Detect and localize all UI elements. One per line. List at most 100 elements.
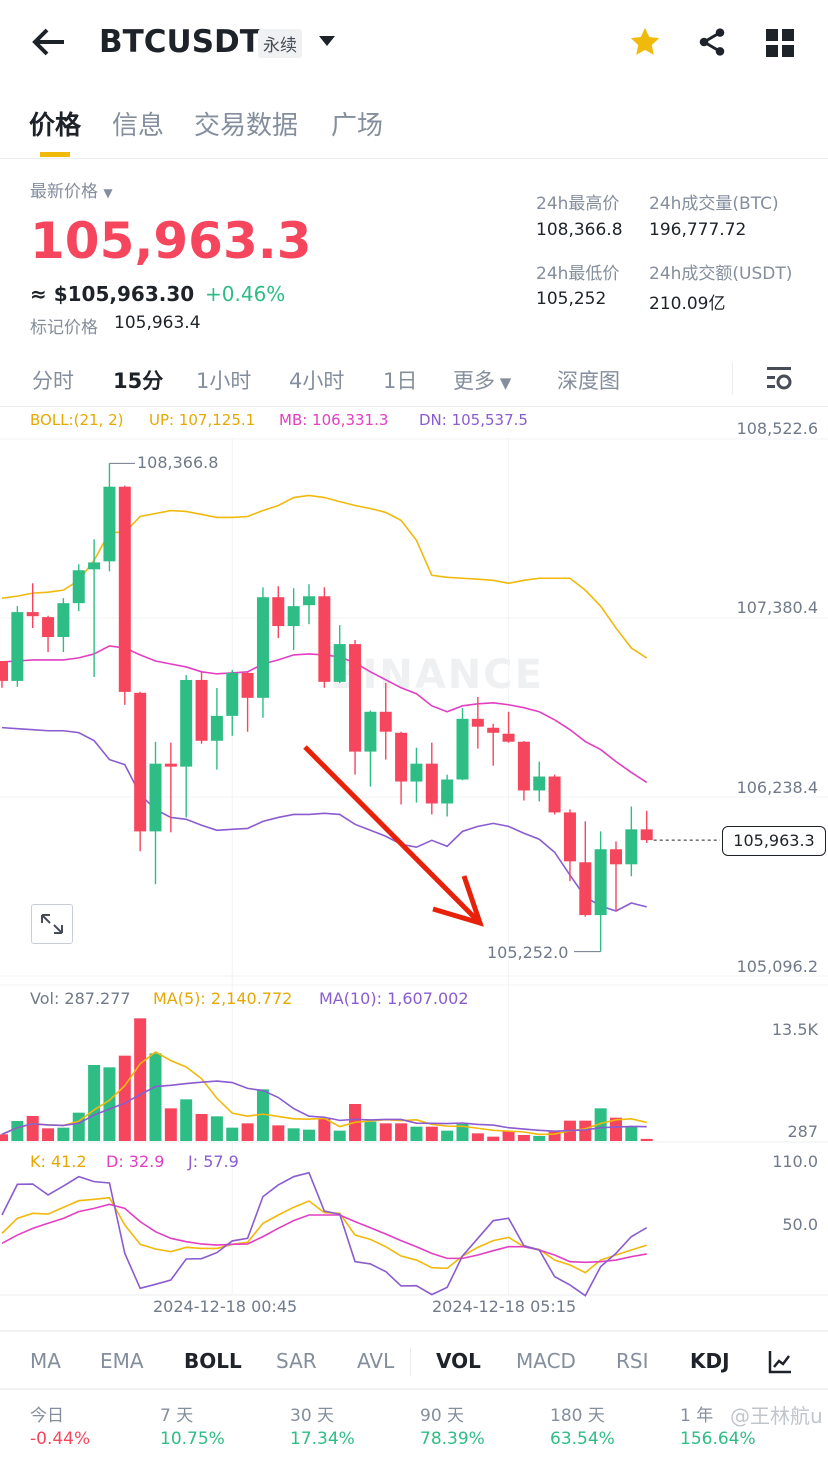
boll-up-line — [1, 494, 648, 659]
mark-price-label: 标记价格 — [30, 318, 98, 338]
return-label-90d: 90 天 — [420, 1406, 465, 1426]
share-icon[interactable] — [696, 26, 728, 62]
symbol-title[interactable]: BTCUSDT — [99, 24, 261, 60]
volume-axis-tick: 13.5K — [771, 1020, 818, 1039]
volume-bar — [195, 1114, 208, 1141]
candle-up — [594, 849, 607, 916]
boll-dn-line — [1, 726, 647, 912]
volume-bar — [287, 1128, 300, 1141]
boll-mb-line — [1, 645, 648, 784]
vol-legend-ma10: MA(10): 1,607.002 — [319, 989, 469, 1008]
volume-bar — [410, 1126, 423, 1141]
user-watermark: @王林航u — [730, 1404, 823, 1428]
tab-price[interactable]: 价格 — [29, 111, 82, 141]
return-label-30d: 30 天 — [290, 1406, 335, 1426]
indicator-macd[interactable]: MACD — [516, 1349, 576, 1373]
interval-15m[interactable]: 15分 — [113, 369, 164, 393]
volume-bar — [88, 1065, 101, 1141]
volume-bar — [72, 1112, 85, 1141]
volume-bar — [548, 1131, 561, 1141]
candle-down — [471, 718, 484, 727]
volume-ma5-line — [1, 1050, 647, 1136]
boll-legend-mb: MB: 106,331.3 — [279, 411, 389, 429]
high-24h-label: 24h最高价 — [536, 194, 620, 214]
price-axis-tick: 107,380.4 — [736, 598, 818, 617]
indicator-vol[interactable]: VOL — [436, 1349, 481, 1373]
indicator-avl[interactable]: AVL — [357, 1349, 395, 1373]
volume-bar — [134, 1018, 147, 1141]
price-axis-tick: 108,522.6 — [736, 419, 818, 438]
price-change-percent: +0.46% — [205, 282, 286, 306]
grid-menu-icon[interactable] — [766, 29, 794, 61]
candle-up — [11, 612, 24, 681]
dropdown-caret-icon: ▼ — [103, 186, 113, 200]
tab-square[interactable]: 广场 — [331, 111, 384, 141]
depth-chart-tab[interactable]: 深度图 — [557, 369, 620, 393]
kdj-legend-d: D: 32.9 — [106, 1152, 165, 1171]
volume-bar — [149, 1053, 162, 1141]
indicator-ema[interactable]: EMA — [100, 1349, 144, 1373]
tab-info[interactable]: 信息 — [112, 111, 165, 141]
interval-1h[interactable]: 1小时 — [196, 369, 252, 393]
min-price-label: 105,252.0 — [487, 943, 569, 962]
candle-up — [303, 596, 315, 606]
kdj-legend-k: K: 41.2 — [30, 1152, 87, 1171]
vol-legend-value: Vol: 287.277 — [30, 989, 131, 1008]
volume-bar — [164, 1108, 177, 1141]
max-price-label: 108,366.8 — [137, 453, 219, 472]
candle-down — [517, 741, 530, 791]
volume-bar — [379, 1123, 392, 1141]
volume-bar — [241, 1123, 254, 1141]
volume-bar — [256, 1089, 269, 1141]
return-label-1y: 1 年 — [680, 1406, 714, 1426]
divider — [732, 362, 733, 394]
annotation-arrowhead-icon — [432, 875, 484, 927]
back-button[interactable] — [30, 24, 68, 60]
candle-down — [487, 727, 500, 733]
kdj-j-line — [1, 1171, 648, 1297]
binance-watermark: BINANCE — [330, 652, 544, 698]
candle-down — [42, 617, 55, 638]
candle-down — [579, 862, 592, 916]
chart-settings-icon[interactable] — [765, 364, 793, 396]
divider — [0, 158, 828, 159]
return-label-today: 今日 — [30, 1406, 64, 1426]
indicator-kdj[interactable]: KDJ — [690, 1349, 730, 1373]
latest-price-label[interactable]: 最新价格 ▼ — [30, 177, 113, 202]
indicator-boll[interactable]: BOLL — [184, 1349, 242, 1373]
indicator-sar[interactable]: SAR — [276, 1349, 317, 1373]
tab-trading-data[interactable]: 交易数据 — [194, 111, 299, 141]
kdj-d-line — [1, 1203, 647, 1264]
return-value-90d: 78.39% — [420, 1429, 485, 1449]
interval-4h[interactable]: 4小时 — [289, 369, 345, 393]
volume-bar — [533, 1136, 546, 1141]
indicator-settings-icon[interactable] — [767, 1349, 793, 1379]
symbol-dropdown-caret-icon[interactable] — [319, 36, 335, 46]
return-value-7d: 10.75% — [160, 1429, 225, 1449]
volume-bar — [563, 1120, 576, 1141]
indicator-ma[interactable]: MA — [30, 1349, 61, 1373]
candle-up — [149, 763, 162, 832]
favorite-star-icon[interactable] — [628, 25, 662, 63]
candle-up — [88, 562, 101, 570]
volume-bar — [272, 1125, 285, 1141]
vol-legend-ma5: MA(5): 2,140.772 — [153, 989, 293, 1008]
interval-1d[interactable]: 1日 — [383, 369, 418, 393]
volume-bar — [594, 1108, 607, 1141]
mark-price-value: 105,963.4 — [114, 313, 201, 333]
interval-time-sharing[interactable]: 分时 — [32, 369, 74, 393]
volume-usdt-label: 24h成交额(USDT) — [649, 264, 793, 284]
expand-chart-button[interactable] — [31, 904, 73, 944]
interval-more[interactable]: 更多 ▼ — [453, 365, 511, 395]
candle-down — [379, 711, 392, 732]
time-axis-label: 2024-12-18 00:45 — [153, 1297, 298, 1316]
usd-price: ≈ $105,963.30 — [30, 282, 195, 306]
boll-legend-up: UP: 107,125.1 — [149, 411, 256, 429]
latest-price-label-text: 最新价格 — [30, 182, 98, 202]
candle-down — [272, 597, 285, 627]
candle-down — [548, 776, 561, 813]
divider — [0, 1388, 828, 1390]
volume-bar — [502, 1131, 515, 1141]
indicator-rsi[interactable]: RSI — [616, 1349, 649, 1373]
kdj-legend-j: J: 57.9 — [188, 1152, 239, 1171]
